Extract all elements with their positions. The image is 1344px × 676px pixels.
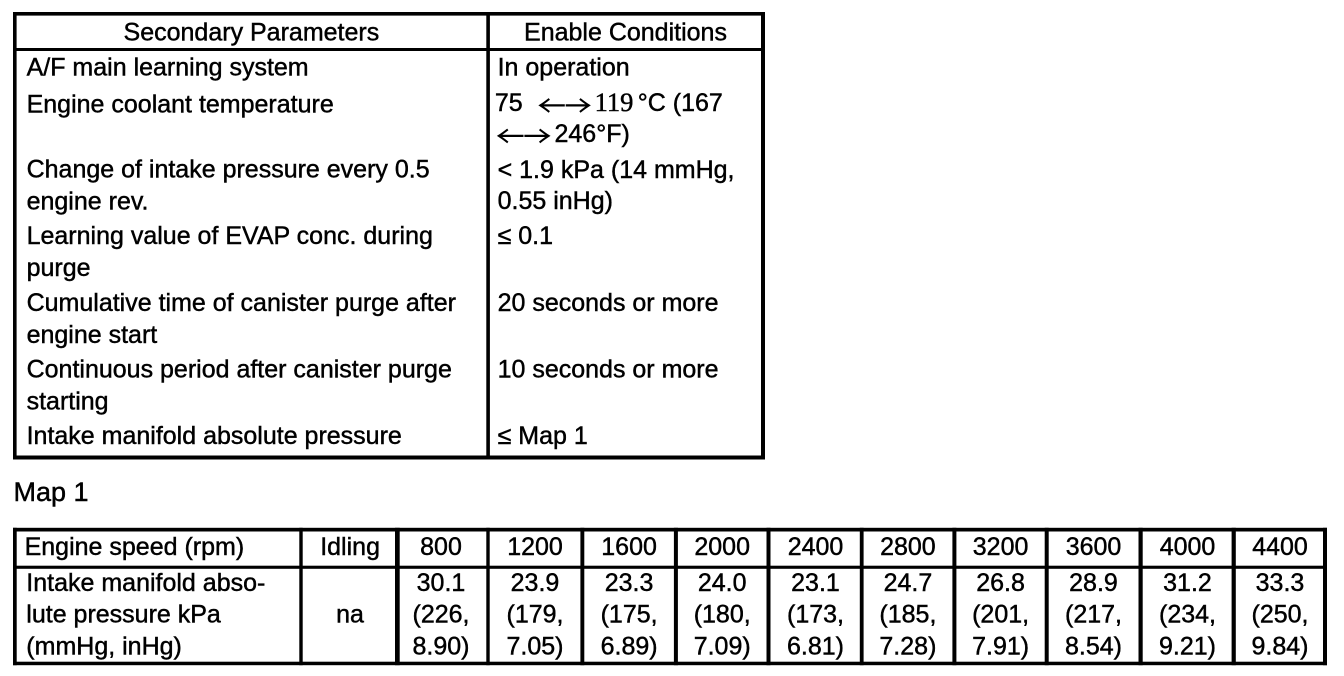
svg-text:10 seconds or more: 10 seconds or more xyxy=(498,356,719,384)
svg-text:6.81): 6.81) xyxy=(787,632,844,660)
svg-text:(185,: (185, xyxy=(879,601,936,629)
svg-text:(217,: (217, xyxy=(1065,601,1122,629)
svg-text:75: 75 xyxy=(495,89,523,117)
svg-text:7.91): 7.91) xyxy=(972,632,1029,660)
svg-text:(201,: (201, xyxy=(972,601,1029,629)
svg-text:246°F): 246°F) xyxy=(555,120,630,148)
svg-text:Continuous period after canist: Continuous period after canister purge xyxy=(27,356,452,384)
svg-text:1600: 1600 xyxy=(601,533,657,561)
svg-text:3200: 3200 xyxy=(973,533,1029,561)
svg-text:33.3: 33.3 xyxy=(1256,569,1305,597)
svg-text:°C (167: °C (167 xyxy=(638,89,723,117)
svg-text:2000: 2000 xyxy=(694,533,750,561)
svg-text:Secondary Parameters: Secondary Parameters xyxy=(124,18,380,46)
svg-text:< 1.9 kPa (14 mmHg,: < 1.9 kPa (14 mmHg, xyxy=(498,156,735,184)
svg-text:(175,: (175, xyxy=(601,601,658,629)
svg-text:7.09): 7.09) xyxy=(694,632,751,660)
svg-text:na: na xyxy=(336,601,364,629)
svg-text:Engine speed (rpm): Engine speed (rpm) xyxy=(25,533,245,561)
svg-text:≤ 0.1: ≤ 0.1 xyxy=(498,222,553,250)
svg-text:(179,: (179, xyxy=(507,601,564,629)
svg-text:9.21): 9.21) xyxy=(1159,632,1216,660)
svg-text:4400: 4400 xyxy=(1252,533,1308,561)
svg-text:3600: 3600 xyxy=(1066,533,1122,561)
svg-text:20 seconds or more: 20 seconds or more xyxy=(498,289,719,317)
svg-text:23.3: 23.3 xyxy=(605,569,654,597)
svg-text:A/F main learning system: A/F main learning system xyxy=(27,54,309,82)
svg-text:(mmHg, inHg): (mmHg, inHg) xyxy=(26,632,182,660)
svg-text:Cumulative time of canister pu: Cumulative time of canister purge after xyxy=(27,289,456,317)
svg-text:119: 119 xyxy=(595,87,634,117)
svg-text:0.55 inHg): 0.55 inHg) xyxy=(498,187,613,215)
svg-text:26.8: 26.8 xyxy=(976,569,1025,597)
svg-text:(180,: (180, xyxy=(694,601,751,629)
svg-text:6.89): 6.89) xyxy=(601,632,658,660)
svg-text:(250,: (250, xyxy=(1252,601,1309,629)
svg-text:Change of intake pressure ever: Change of intake pressure every 0.5 xyxy=(27,155,430,183)
svg-text:2800: 2800 xyxy=(880,533,936,561)
svg-text:starting: starting xyxy=(27,388,109,416)
svg-text:In operation: In operation xyxy=(498,53,630,81)
svg-text:7.05): 7.05) xyxy=(507,632,564,660)
svg-text:Map 1: Map 1 xyxy=(14,477,89,507)
svg-text:(173,: (173, xyxy=(787,601,844,629)
svg-text:≤ Map 1: ≤ Map 1 xyxy=(498,422,588,450)
svg-text:2400: 2400 xyxy=(788,533,844,561)
svg-text:23.9: 23.9 xyxy=(511,569,560,597)
svg-text:24.7: 24.7 xyxy=(884,569,933,597)
svg-text:31.2: 31.2 xyxy=(1163,569,1212,597)
svg-text:4000: 4000 xyxy=(1160,533,1216,561)
svg-text:Engine coolant temperature: Engine coolant temperature xyxy=(27,91,334,119)
svg-text:lute pressure kPa: lute pressure kPa xyxy=(26,601,221,629)
svg-text:23.1: 23.1 xyxy=(791,569,840,597)
svg-text:(226,: (226, xyxy=(413,601,470,629)
svg-text:Intake manifold abso-: Intake manifold abso- xyxy=(26,569,265,597)
svg-text:8.54): 8.54) xyxy=(1065,632,1122,660)
svg-text:28.9: 28.9 xyxy=(1069,569,1118,597)
svg-text:Intake manifold absolute press: Intake manifold absolute pressure xyxy=(27,422,402,450)
svg-text:30.1: 30.1 xyxy=(417,569,466,597)
svg-text:purge: purge xyxy=(27,254,91,282)
svg-text:Idling: Idling xyxy=(320,533,380,561)
svg-text:800: 800 xyxy=(420,533,462,561)
svg-text:8.90): 8.90) xyxy=(413,632,470,660)
svg-text:1200: 1200 xyxy=(507,533,563,561)
svg-text:Enable Conditions: Enable Conditions xyxy=(524,18,727,46)
svg-text:engine start: engine start xyxy=(27,321,158,349)
svg-text:24.0: 24.0 xyxy=(698,569,747,597)
svg-text:9.84): 9.84) xyxy=(1252,632,1309,660)
svg-text:7.28): 7.28) xyxy=(879,632,936,660)
svg-text:Learning value of EVAP conc. d: Learning value of EVAP conc. during xyxy=(27,222,433,250)
svg-text:(234,: (234, xyxy=(1159,601,1216,629)
svg-text:engine rev.: engine rev. xyxy=(27,188,149,216)
